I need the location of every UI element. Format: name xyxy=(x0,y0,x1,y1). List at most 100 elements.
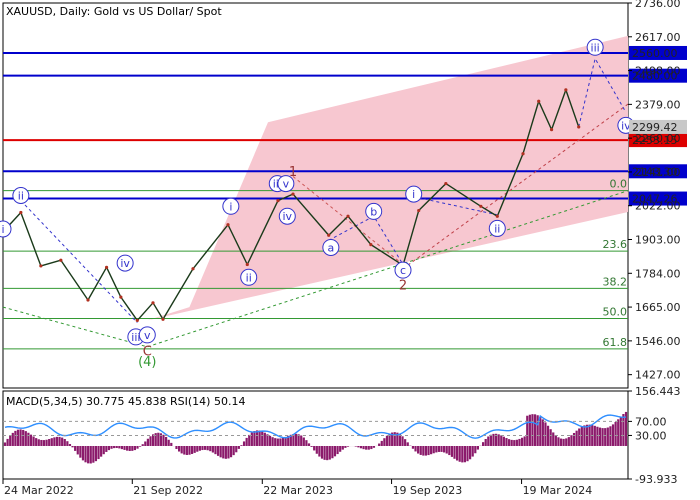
wave-label: 2 xyxy=(399,278,407,293)
wave-marker xyxy=(405,185,423,203)
support-line xyxy=(2,190,629,348)
price-point xyxy=(59,258,63,262)
chart-title: XAUUSD, Daily: Gold vs US Dollar/ Spot xyxy=(6,5,222,18)
wave-marker xyxy=(0,220,12,238)
price-segment xyxy=(152,302,164,320)
price-point xyxy=(86,298,90,302)
price-segment xyxy=(277,193,294,202)
wave-marker xyxy=(138,326,156,344)
price-segment xyxy=(20,212,42,267)
price-segment xyxy=(328,215,349,236)
level-value: 2480.00 xyxy=(632,70,678,83)
wave-label: i xyxy=(229,200,232,213)
wave-marker xyxy=(278,207,296,225)
trend-line xyxy=(402,103,629,270)
price-segment xyxy=(105,267,122,298)
price-tick-label: 2141.00 xyxy=(635,166,681,179)
wave-label: v xyxy=(144,329,151,342)
wave-label: iii xyxy=(131,331,140,344)
wave-path xyxy=(578,57,625,127)
price-point xyxy=(495,214,499,218)
indicator-tick-label: 156.443 xyxy=(635,385,681,398)
indicator-title: MACD(5,34,5) 30.775 45.838 RSI(14) 50.14 xyxy=(6,395,245,408)
wave-label: iv xyxy=(621,119,631,132)
price-segment xyxy=(402,210,420,266)
price-segment xyxy=(496,153,524,217)
price-segment xyxy=(87,266,108,301)
wave-label: ii xyxy=(18,190,24,203)
price-point xyxy=(276,199,280,203)
price-tick-label: 1665.00 xyxy=(635,301,681,314)
price-point xyxy=(291,192,295,196)
price-point xyxy=(549,128,554,132)
price-point xyxy=(19,210,23,215)
price-tick-label: 1427.00 xyxy=(635,369,681,382)
price-axis: 2736.00 2617.00 2498.00 2379.00 2260.00 2141.… xyxy=(628,0,687,382)
price-segment xyxy=(120,296,138,321)
level-value: 2047.26 xyxy=(632,193,678,206)
price-point xyxy=(327,233,331,237)
wave-marker xyxy=(365,202,383,220)
price-point xyxy=(521,152,525,156)
wave-path xyxy=(418,197,498,216)
price-segment xyxy=(246,200,279,265)
price-tick-label: 1546.00 xyxy=(635,335,681,348)
wave-label: ii xyxy=(494,222,500,235)
wave-marker xyxy=(586,38,604,56)
time-axis: 24 Mar 2022 21 Sep 2022 22 Mar 2023 19 Sep … xyxy=(2,479,593,497)
level-tag xyxy=(629,164,687,179)
price-segment xyxy=(192,224,229,270)
fib-ratio-label: 23.6 xyxy=(603,238,628,251)
time-tick-label: 24 Mar 2022 xyxy=(4,484,74,497)
wave-label: c xyxy=(400,264,406,277)
price-point xyxy=(577,125,581,129)
price-tick-label: 2260.00 xyxy=(635,132,681,145)
price-tick-label: 2736.00 xyxy=(635,0,681,10)
price-segment xyxy=(418,183,447,212)
price-point xyxy=(226,223,230,227)
current-price-tag xyxy=(629,119,687,134)
level-tag xyxy=(629,133,687,148)
price-segment xyxy=(136,302,154,321)
price-point xyxy=(245,262,249,267)
price-tick-label: 1784.00 xyxy=(635,267,681,280)
price-point xyxy=(39,264,43,268)
wave-label: iii xyxy=(591,41,600,54)
price-point xyxy=(564,88,568,92)
wave-label: b xyxy=(370,205,377,218)
level-tag xyxy=(629,45,687,60)
time-tick-label: 19 Mar 2024 xyxy=(523,484,593,497)
level-tag xyxy=(629,68,687,83)
price-segment xyxy=(162,268,194,320)
fib-ratio-label: 61.8 xyxy=(603,336,628,349)
price-segment xyxy=(480,205,498,217)
projection-lines xyxy=(2,57,629,348)
indicator-tick-label: 30.00 xyxy=(635,429,667,442)
level-value: 2143.30 xyxy=(632,165,678,178)
trend-channel-area xyxy=(147,35,629,321)
price-segment xyxy=(538,100,553,130)
price-segment xyxy=(40,259,62,267)
wave-label: i xyxy=(1,223,4,236)
price-point xyxy=(417,208,421,213)
fib-ratio-label: 50.0 xyxy=(603,305,628,318)
indicator-tick-label: -93.933 xyxy=(635,473,677,486)
price-point xyxy=(346,214,350,218)
fib-ratio-label: 0.0 xyxy=(610,178,628,191)
wave-label: iii xyxy=(273,178,282,191)
current-price-value: 2299.42 xyxy=(632,121,678,134)
wave-label: 1 xyxy=(289,165,297,180)
price-segment xyxy=(445,182,482,207)
price-point xyxy=(479,204,483,208)
price-segment xyxy=(370,244,404,266)
wave-marker xyxy=(488,219,506,237)
wave-label: ii xyxy=(246,271,252,284)
fibonacci-grid: 0.0 23.6 38.2 50.0 61.8 xyxy=(3,178,628,350)
wave-marker xyxy=(322,238,340,256)
wave-marker xyxy=(277,175,295,193)
price-series xyxy=(1,88,581,323)
price-tick-label: 2379.00 xyxy=(635,98,681,111)
price-tick-label: 2617.00 xyxy=(635,31,681,44)
price-tick-label: 2022.00 xyxy=(635,200,681,213)
